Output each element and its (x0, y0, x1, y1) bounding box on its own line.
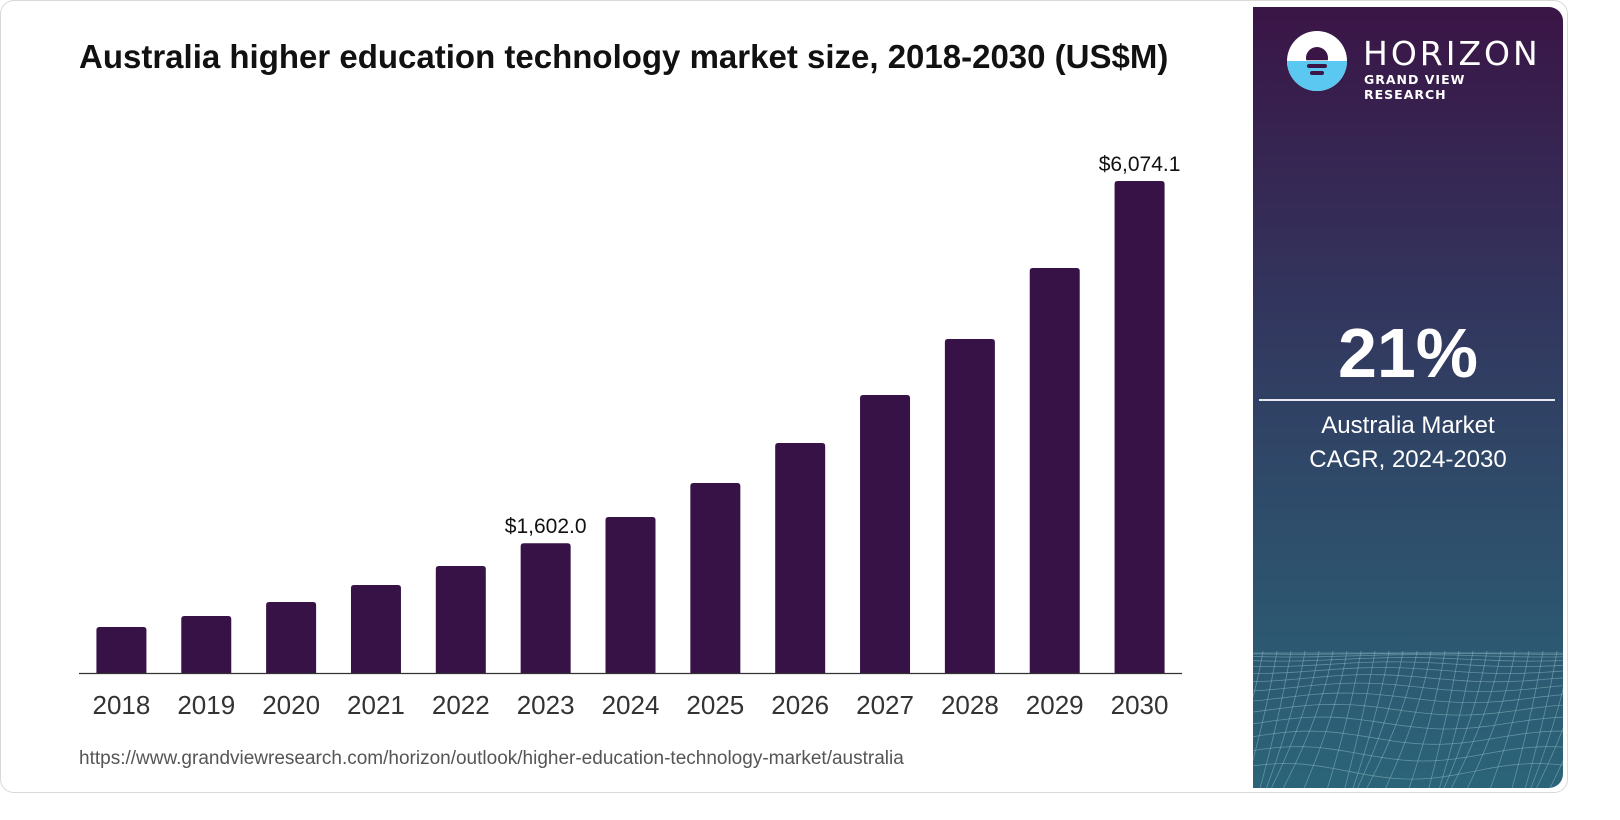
x-tick-label: 2025 (686, 690, 744, 720)
x-tick-label: 2021 (347, 690, 405, 720)
divider (1259, 399, 1555, 401)
data-label-2030: $6,074.1 (1099, 153, 1181, 176)
chart-card: Australia higher education technology ma… (0, 0, 1568, 793)
bar-2024 (605, 516, 656, 673)
cagr-label-line1: Australia Market (1321, 412, 1495, 439)
source-url[interactable]: https://www.grandviewresearch.com/horizo… (79, 748, 904, 769)
x-tick-label: 2020 (262, 690, 320, 720)
bar-2026 (775, 442, 826, 673)
cagr-label-line2: CAGR, 2024-2030 (1309, 446, 1507, 473)
bar-2019 (181, 615, 232, 673)
bar-2023 (520, 543, 571, 673)
x-tick-label: 2027 (856, 690, 914, 720)
bar-2030 (1114, 181, 1165, 673)
x-tick-label: 2029 (1026, 690, 1084, 720)
bar-2027 (860, 395, 911, 673)
bar-2020 (266, 601, 317, 673)
x-tick-label: 2026 (771, 690, 829, 720)
bar-2025 (690, 482, 741, 673)
x-tick-label: 2018 (93, 690, 151, 720)
x-tick-label: 2024 (602, 690, 660, 720)
x-tick-label: 2023 (517, 690, 575, 720)
bar-2028 (944, 338, 995, 673)
bar-2021 (350, 585, 401, 673)
horizon-logo-icon (1287, 31, 1347, 91)
data-label-2023: $1,602.0 (505, 515, 587, 538)
sidebar-panel: HORIZON GRAND VIEW RESEARCH 21% Australi… (1253, 7, 1563, 788)
x-tick-label: 2019 (177, 690, 235, 720)
wave-mesh-decoration (1253, 651, 1563, 788)
bar-2018 (96, 626, 147, 673)
cagr-label: Australia Market CAGR, 2024-2030 (1253, 409, 1563, 477)
horizon-logo: HORIZON GRAND VIEW RESEARCH (1287, 31, 1547, 102)
brand-subtitle: GRAND VIEW RESEARCH (1364, 72, 1466, 102)
bar-2029 (1029, 268, 1080, 673)
x-tick-label: 2028 (941, 690, 999, 720)
brand-name: HORIZON (1363, 34, 1541, 73)
chart-title: Australia higher education technology ma… (79, 38, 1169, 75)
cagr-value: 21% (1337, 314, 1479, 392)
x-tick-label: 2030 (1111, 690, 1169, 720)
bar-2022 (435, 565, 486, 673)
x-tick-label: 2022 (432, 690, 490, 720)
bar-chart: $1,602.0 $6,074.1 2018 2019 2020 2021 2022 202… (79, 153, 1182, 720)
